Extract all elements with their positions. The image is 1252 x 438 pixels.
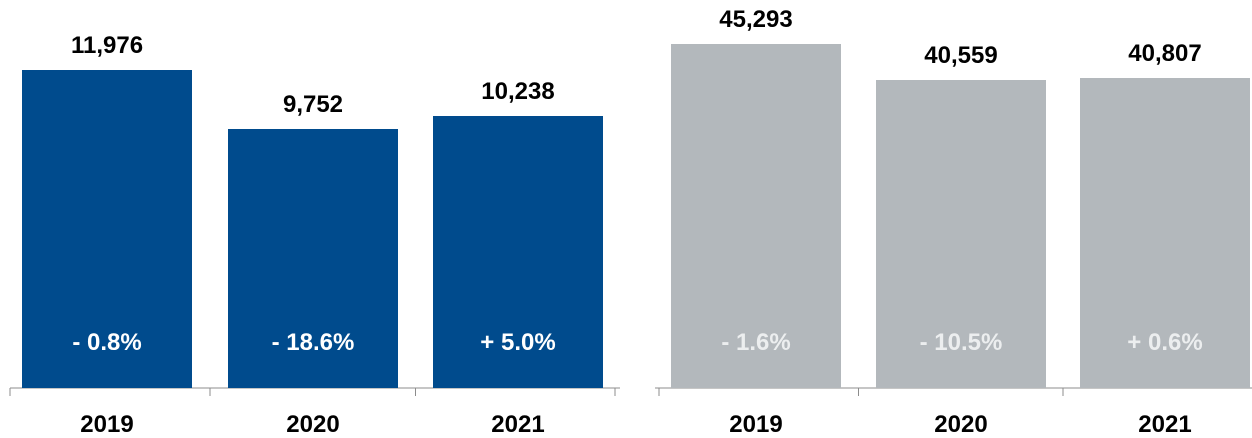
chart-2-data-label-2019: 45,293 xyxy=(719,6,792,33)
chart-2-change-label-2021: + 0.6% xyxy=(1127,329,1202,356)
chart-2-x-tick-label-2021: 2021 xyxy=(1138,411,1191,438)
chart-2-x-tick-label-2020: 2020 xyxy=(934,411,987,438)
chart-1-data-label-2019: 11,976 xyxy=(71,32,143,59)
chart-1-change-label-2021: + 5.0% xyxy=(480,329,555,356)
chart-2-bar-2019 xyxy=(671,44,841,388)
chart-2-data-label-2021: 40,807 xyxy=(1128,40,1201,67)
chart-2-bar-2020 xyxy=(876,80,1046,388)
chart-1-change-label-2019: - 0.8% xyxy=(72,329,141,356)
chart-2-change-label-2020: - 10.5% xyxy=(920,329,1003,356)
chart-2-bar-2021 xyxy=(1080,78,1250,388)
chart-2-data-label-2020: 40,559 xyxy=(924,42,997,69)
chart-1-bar-2021 xyxy=(433,116,603,388)
chart-1-x-tick-label-2021: 2021 xyxy=(491,411,544,438)
chart-1-bar-2020 xyxy=(228,129,398,388)
chart-1-x-tick-label-2019: 2019 xyxy=(80,411,133,438)
chart-1-data-label-2020: 9,752 xyxy=(283,91,343,118)
chart-2-change-label-2019: - 1.6% xyxy=(721,329,790,356)
chart-2-x-tick-label-2019: 2019 xyxy=(729,411,782,438)
chart-1-data-label-2021: 10,238 xyxy=(481,78,554,105)
chart-1-x-tick-label-2020: 2020 xyxy=(286,411,339,438)
chart-1-change-label-2020: - 18.6% xyxy=(272,329,355,356)
chart-1-bar-2019 xyxy=(22,70,192,388)
